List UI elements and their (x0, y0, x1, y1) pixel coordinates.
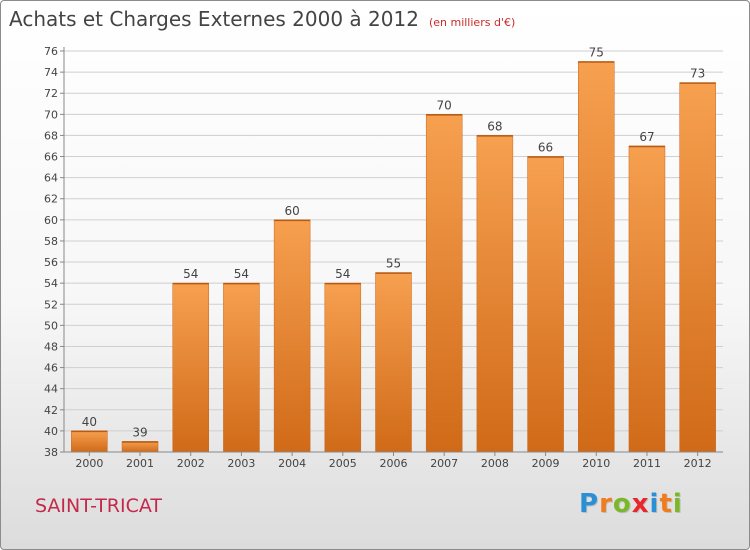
bar-2008 (476, 135, 514, 453)
data-label-2011: 67 (639, 130, 654, 144)
y-tick-label: 76 (44, 45, 58, 58)
y-tick-label: 62 (44, 193, 58, 206)
logo-letter: x (631, 489, 650, 519)
y-tick-label: 40 (44, 425, 58, 438)
y-tick-label: 64 (44, 172, 58, 185)
x-tick-label-2008: 2008 (481, 457, 509, 470)
y-tick-label: 68 (44, 129, 58, 142)
bar-2001 (121, 441, 159, 453)
x-tick-label-2001: 2001 (126, 457, 154, 470)
bar-2006 (375, 272, 412, 453)
y-axis: 38 40 42 44 46 48 50 52 54 56 58 60 62 64 66 68 70 72 74 76 (44, 45, 65, 459)
data-label-2004: 60 (284, 204, 299, 218)
logo-letter: i (649, 489, 660, 519)
x-tick-label-2006: 2006 (380, 457, 408, 470)
bars: 40 39 54 54 60 54 55 70 68 66 75 67 73 (71, 46, 716, 453)
chart-subtitle: (en milliers d'€) (428, 16, 516, 29)
x-axis: 2000 2001 2002 2003 2004 2005 2006 2007 2008 2009… (64, 451, 723, 470)
data-label-2006: 55 (386, 257, 401, 271)
y-tick-label: 66 (44, 151, 58, 164)
y-tick-label: 50 (44, 319, 58, 332)
logo-letter: r (599, 489, 613, 519)
x-tick-label-2010: 2010 (582, 457, 610, 470)
y-tick-label: 72 (44, 87, 58, 100)
chart-title: Achats et Charges Externes 2000 à 2012 (e… (9, 7, 515, 31)
y-tick-label: 58 (44, 235, 58, 248)
y-tick-label: 48 (44, 340, 58, 353)
bar-2004 (273, 219, 311, 453)
bar-2010 (578, 61, 615, 453)
chart-title-text: Achats et Charges Externes 2000 à 2012 (9, 7, 419, 31)
commune-name: SAINT-TRICAT (35, 495, 163, 517)
x-tick-label-2002: 2002 (177, 457, 205, 470)
y-tick-label: 56 (44, 256, 58, 269)
x-tick-label-2000: 2000 (75, 457, 103, 470)
y-tick-label: 54 (44, 277, 58, 290)
data-label-2008: 68 (487, 119, 502, 133)
y-tick-label: 42 (44, 404, 58, 417)
logo-letter: i (672, 489, 683, 519)
data-label-2003: 54 (234, 267, 249, 281)
logo-letter: P (579, 489, 600, 519)
bar-2012 (679, 82, 716, 453)
y-tick-label: 60 (44, 214, 58, 227)
logo-letter: o (612, 489, 632, 519)
x-tick-label-2004: 2004 (278, 457, 306, 470)
bar-2005 (324, 282, 362, 453)
x-tick-label-2007: 2007 (430, 457, 458, 470)
data-label-2001: 39 (132, 425, 147, 439)
y-tick-label: 46 (44, 362, 58, 375)
bar-2007 (425, 114, 463, 453)
data-label-2000: 40 (82, 415, 97, 429)
bar-2000 (71, 430, 108, 453)
data-label-2009: 66 (538, 141, 553, 155)
data-label-2007: 70 (437, 98, 452, 112)
bar-2003 (223, 282, 260, 453)
data-label-2005: 54 (335, 267, 350, 281)
bar-2002 (172, 282, 209, 453)
x-tick-label-2009: 2009 (532, 457, 560, 470)
data-label-2012: 73 (690, 67, 705, 81)
proxiti-logo[interactable]: Proxiti (579, 489, 683, 519)
logo-letter: t (659, 489, 673, 519)
x-tick-label-2005: 2005 (329, 457, 357, 470)
y-tick-label: 70 (44, 108, 58, 121)
x-tick-label-2012: 2012 (684, 457, 712, 470)
data-label-2010: 75 (589, 46, 604, 60)
y-tick-label: 38 (44, 446, 58, 459)
data-label-2002: 54 (183, 267, 198, 281)
x-tick-label-2003: 2003 (227, 457, 255, 470)
bar-2009 (527, 156, 564, 453)
bar-2011 (628, 145, 666, 453)
y-tick-label: 52 (44, 298, 58, 311)
x-tick-label-2011: 2011 (633, 457, 661, 470)
y-tick-label: 44 (44, 383, 58, 396)
y-tick-label: 74 (44, 66, 58, 79)
